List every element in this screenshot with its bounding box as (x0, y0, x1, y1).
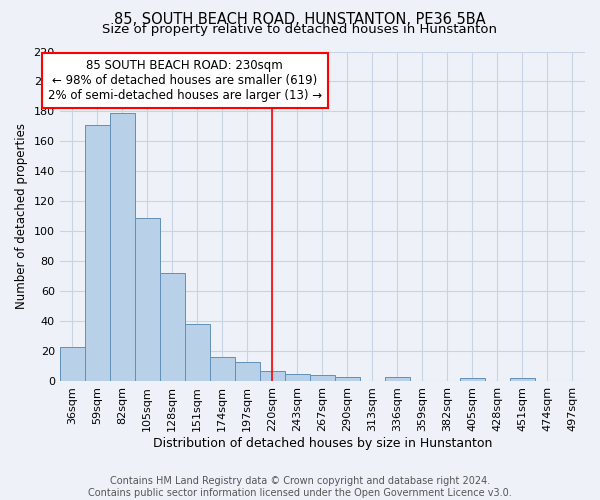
Bar (210, 358, 235, 382)
Bar (185, 324, 210, 382)
Bar (160, 274, 185, 382)
Y-axis label: Number of detached properties: Number of detached properties (15, 124, 28, 310)
Bar (85, 125, 110, 382)
X-axis label: Distribution of detached houses by size in Hunstanton: Distribution of detached houses by size … (152, 437, 492, 450)
Bar (235, 362, 260, 382)
Text: Contains HM Land Registry data © Crown copyright and database right 2024.
Contai: Contains HM Land Registry data © Crown c… (88, 476, 512, 498)
Bar (135, 218, 160, 382)
Bar (385, 377, 410, 382)
Bar (310, 376, 335, 382)
Bar (510, 378, 535, 382)
Bar (260, 371, 285, 382)
Bar (460, 378, 485, 382)
Text: 85, SOUTH BEACH ROAD, HUNSTANTON, PE36 5BA: 85, SOUTH BEACH ROAD, HUNSTANTON, PE36 5… (114, 12, 486, 28)
Text: Size of property relative to detached houses in Hunstanton: Size of property relative to detached ho… (103, 22, 497, 36)
Bar (59, 347, 85, 382)
Bar (110, 113, 135, 382)
Bar (285, 374, 310, 382)
Bar (335, 377, 360, 382)
Text: 85 SOUTH BEACH ROAD: 230sqm
← 98% of detached houses are smaller (619)
2% of sem: 85 SOUTH BEACH ROAD: 230sqm ← 98% of det… (47, 59, 322, 102)
